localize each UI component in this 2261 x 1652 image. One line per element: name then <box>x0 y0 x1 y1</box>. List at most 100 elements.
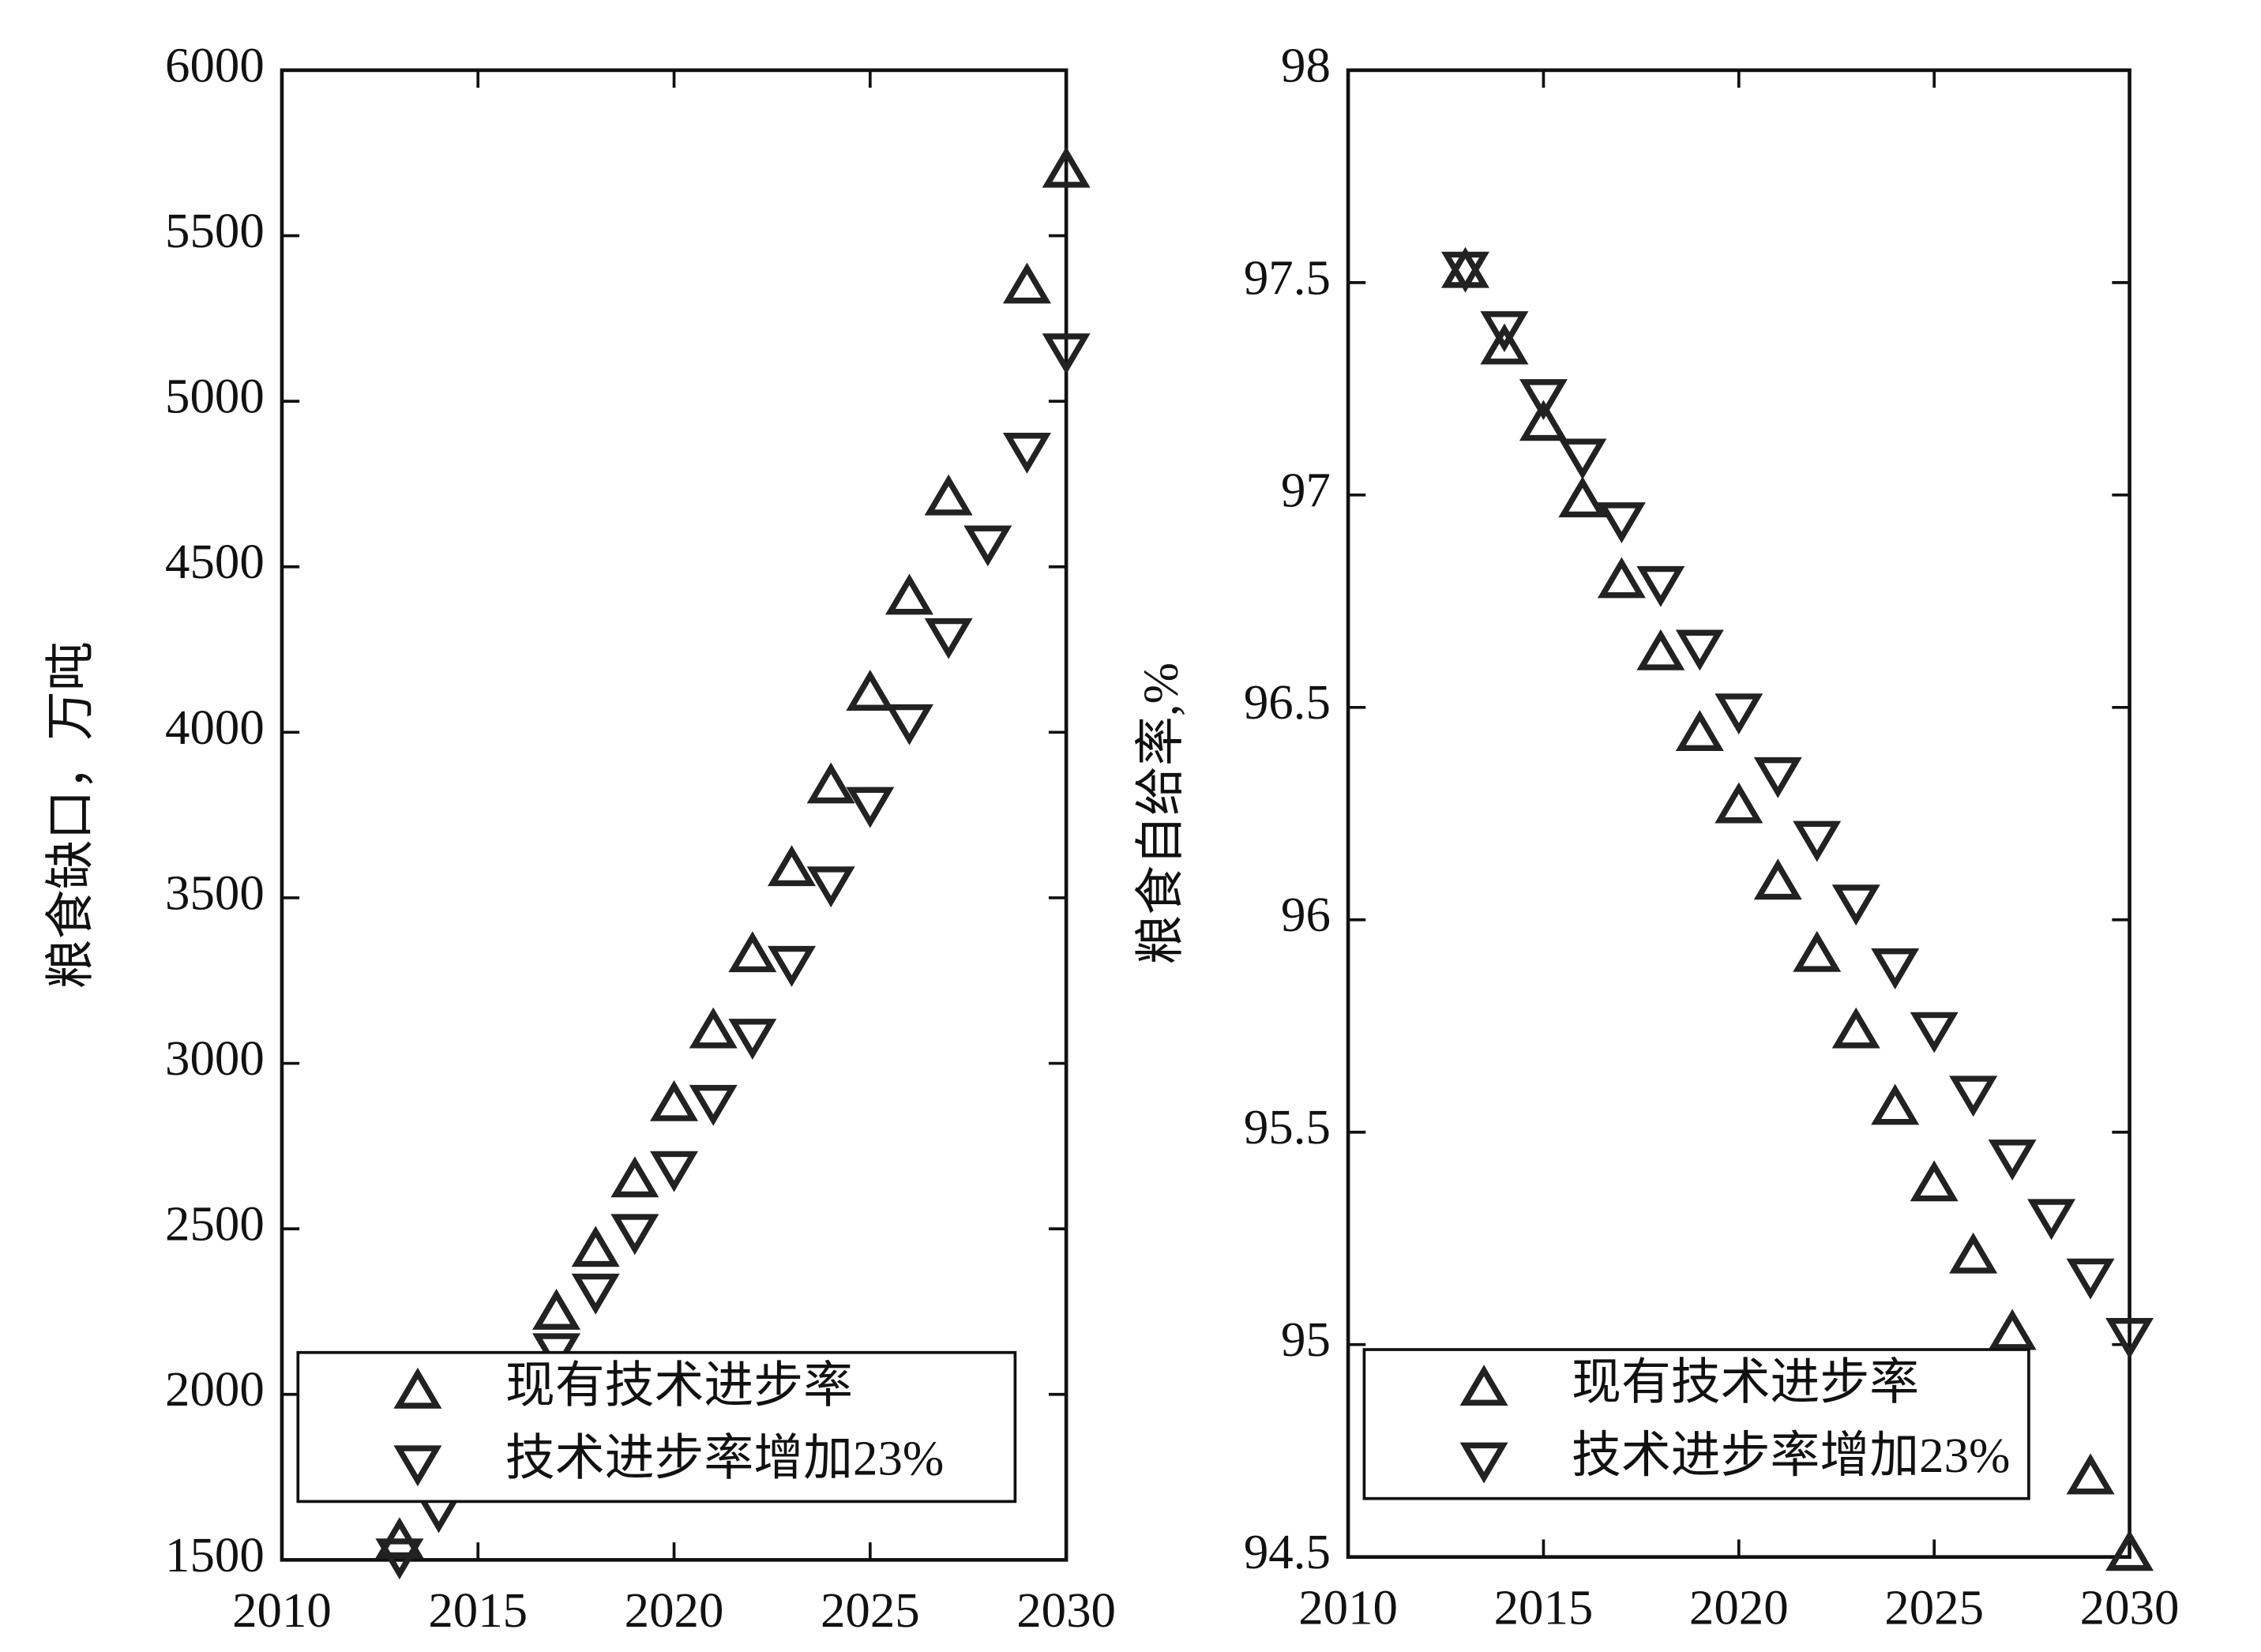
y-tick-label: 98 <box>1281 37 1331 92</box>
x-tick-label: 2025 <box>821 1583 920 1638</box>
y-tick-label: 96 <box>1281 887 1331 942</box>
data-point <box>1949 1076 1998 1117</box>
x-tick-label: 2020 <box>1689 1579 1789 1635</box>
data-point <box>1597 502 1646 544</box>
y-tick-label: 4000 <box>165 700 265 755</box>
data-point <box>806 866 855 908</box>
data-point <box>768 845 817 887</box>
data-point <box>532 1289 581 1330</box>
data-point <box>1910 1012 1959 1053</box>
data-point <box>1988 1140 2037 1181</box>
data-point <box>1002 433 1051 474</box>
legend-marker <box>393 1367 442 1409</box>
data-point <box>1715 693 1763 735</box>
data-point <box>610 1214 659 1256</box>
data-point <box>1753 757 1802 798</box>
y-axis-label: 粮食自给率,% <box>1132 663 1188 964</box>
data-point <box>728 931 777 973</box>
data-point <box>1558 476 1607 518</box>
data-point <box>2105 1318 2154 1359</box>
legend-marker <box>393 1445 442 1487</box>
data-point <box>1675 629 1724 671</box>
data-point <box>650 1151 699 1192</box>
data-point <box>1871 948 1920 989</box>
x-tick-label: 2030 <box>2080 1579 2180 1635</box>
legend-marker <box>1459 1365 1508 1406</box>
data-point <box>2027 1199 2076 1241</box>
data-point <box>1715 782 1763 824</box>
legend-marker <box>1459 1442 1508 1484</box>
x-tick-label: 2015 <box>428 1583 528 1638</box>
data-point <box>2105 1530 2154 1571</box>
data-point <box>924 474 973 516</box>
data-point <box>1440 251 1490 293</box>
legend-label: 现有技术进步率 <box>505 1357 853 1413</box>
data-point <box>1636 629 1685 670</box>
y-tick-label: 4500 <box>165 534 265 589</box>
data-point <box>1675 710 1724 752</box>
x-tick-label: 2020 <box>625 1583 724 1638</box>
data-point <box>963 525 1012 567</box>
y-tick-label: 5500 <box>165 203 265 258</box>
y-tick-label: 94.5 <box>1244 1524 1331 1579</box>
x-tick-label: 2015 <box>1494 1579 1594 1635</box>
data-point <box>1910 1160 1959 1202</box>
y-tick-label: 96.5 <box>1244 674 1331 730</box>
data-point <box>1519 379 1568 421</box>
data-point <box>1831 884 1880 926</box>
data-point <box>1793 930 1842 972</box>
data-point <box>1753 858 1802 900</box>
legend-box <box>1362 1348 2030 1500</box>
plot-frame <box>280 68 1069 1562</box>
data-point <box>768 945 817 987</box>
legend-label: 现有技术进步率 <box>1572 1355 1919 1410</box>
data-point <box>1988 1308 2037 1350</box>
y-tick-label: 5000 <box>165 369 265 424</box>
y-tick-label: 3000 <box>165 1031 265 1086</box>
y-tick-label: 2000 <box>165 1361 265 1417</box>
legend-label: 技术进步率增加23% <box>505 1431 944 1486</box>
data-point <box>571 1273 620 1315</box>
data-point <box>689 1084 738 1126</box>
data-point <box>924 618 973 659</box>
data-point <box>1002 262 1051 304</box>
data-point <box>1480 311 1529 352</box>
data-point <box>1793 820 1842 862</box>
data-point <box>1480 323 1529 365</box>
data-point <box>728 1019 777 1060</box>
data-point <box>884 704 933 745</box>
data-point <box>846 670 895 711</box>
data-point <box>1519 400 1568 441</box>
y-tick-label: 97 <box>1281 462 1331 517</box>
data-point <box>650 1079 699 1121</box>
data-point <box>1636 565 1685 607</box>
plot-frame <box>1346 68 2131 1559</box>
data-point <box>689 1007 738 1049</box>
y-tick-label: 97.5 <box>1244 250 1331 305</box>
data-point <box>846 787 895 828</box>
data-point <box>1949 1232 1998 1274</box>
data-point <box>2066 1453 2115 1495</box>
data-point <box>884 573 933 615</box>
y-axis-label: 粮食缺口，万吨 <box>43 641 99 989</box>
data-point <box>571 1226 620 1267</box>
y-tick-label: 2500 <box>165 1196 265 1252</box>
data-point <box>2066 1258 2115 1300</box>
data-point <box>610 1156 659 1198</box>
y-tick-label: 95.5 <box>1244 1099 1331 1155</box>
data-point <box>1558 438 1607 480</box>
x-tick-label: 2030 <box>1016 1583 1116 1638</box>
x-tick-label: 2010 <box>1298 1579 1398 1635</box>
x-tick-label: 2010 <box>232 1583 332 1638</box>
data-point <box>1831 1007 1880 1049</box>
data-point <box>1042 333 1091 375</box>
data-point <box>375 1538 424 1580</box>
data-point <box>1871 1083 1920 1125</box>
x-tick-label: 2025 <box>1884 1579 1984 1635</box>
y-tick-label: 1500 <box>165 1527 265 1583</box>
y-tick-label: 3500 <box>165 865 265 920</box>
data-point <box>1597 557 1646 599</box>
data-point <box>806 762 855 804</box>
